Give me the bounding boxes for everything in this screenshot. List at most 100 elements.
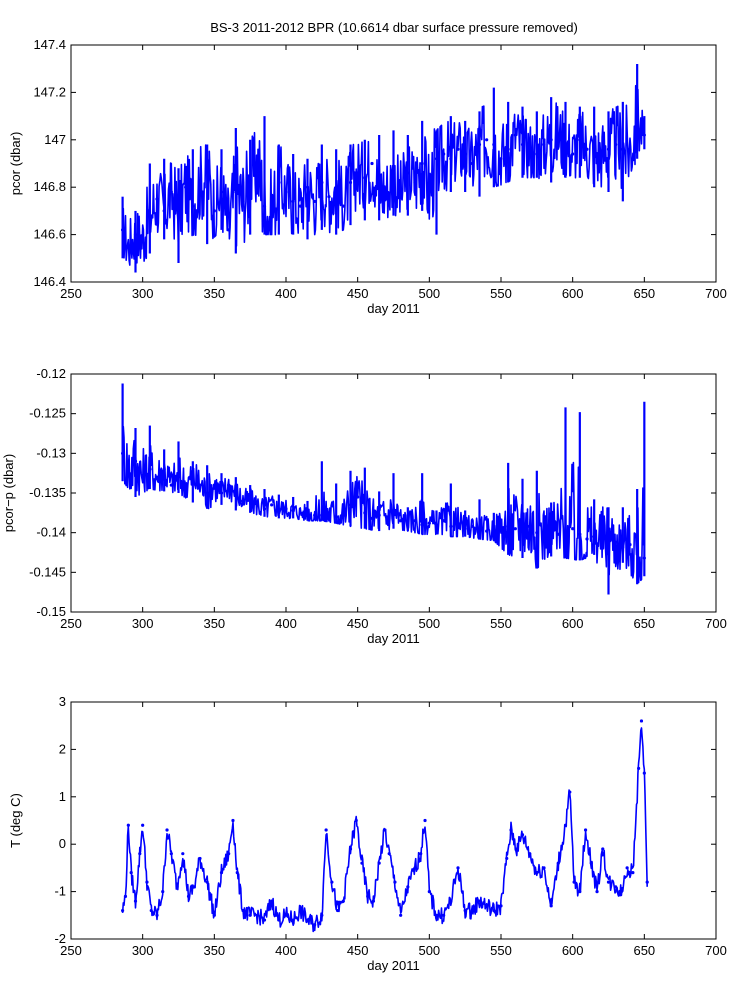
data-point [463, 908, 467, 913]
panel-temperature: 250 300 350 400 450 500 550 600 650 700 -2 -1 0 1 2 3 da… [8, 694, 727, 973]
data-point [320, 513, 324, 517]
data-point [639, 719, 644, 723]
data-point [635, 546, 639, 551]
data-point [556, 133, 560, 137]
data-point [255, 161, 259, 166]
data-point [191, 475, 195, 479]
data-point [121, 908, 125, 913]
data-point [578, 890, 582, 894]
data-point [255, 503, 259, 507]
data-point [427, 890, 431, 894]
data-point [219, 491, 224, 495]
data-point [601, 847, 605, 851]
data-point [298, 511, 302, 515]
x-tick-label: 400 [275, 943, 297, 958]
panel-pcor: 250 300 350 400 450 500 550 600 650 700 146.4 146.6… [8, 37, 727, 316]
data-point [162, 467, 166, 471]
y-tick-label: 146.8 [33, 179, 66, 194]
data-point [642, 771, 646, 775]
data-point [277, 918, 281, 922]
y-axis-label: T (deg C) [8, 793, 23, 848]
data-point [169, 483, 173, 487]
data-point [148, 214, 152, 218]
data-point [520, 833, 525, 837]
data-point [320, 180, 324, 185]
data-point [645, 880, 649, 884]
data-point [235, 871, 239, 875]
x-tick-label: 350 [203, 286, 225, 301]
data-point [520, 519, 525, 523]
data-point [241, 499, 245, 503]
data-point [556, 861, 560, 865]
data-point [141, 475, 145, 479]
data-point [606, 880, 611, 884]
data-point [391, 508, 396, 513]
data-point [413, 519, 417, 523]
data-point [334, 185, 338, 189]
x-axis-label: day 2011 [367, 958, 420, 973]
data-point [133, 459, 138, 463]
data-point [205, 880, 209, 884]
data-point [165, 828, 169, 832]
data-point [363, 176, 367, 180]
data-point [262, 507, 267, 511]
data-point [377, 513, 381, 517]
data-point [492, 529, 496, 533]
data-point [212, 483, 216, 487]
data-point [406, 885, 410, 889]
data-point [642, 133, 646, 137]
data-point [305, 185, 310, 189]
data-point [162, 209, 166, 213]
data-point [191, 204, 195, 208]
data-point [585, 537, 589, 541]
data-point [393, 880, 397, 884]
data-point [313, 923, 317, 927]
data-point [578, 138, 582, 142]
data-point [149, 908, 153, 913]
data-point [363, 511, 367, 515]
data-point [348, 503, 353, 507]
data-point [291, 508, 295, 513]
x-tick-label: 300 [132, 286, 154, 301]
data-point [123, 894, 128, 898]
data-point [621, 147, 625, 151]
data-point [155, 913, 159, 917]
panel-pcor-minus-p: 250 300 350 400 450 500 550 600 650 700 -0.15 -0.14… [1, 366, 727, 646]
data-point [121, 228, 125, 232]
data-point [356, 171, 360, 175]
data-point [499, 529, 503, 533]
data-point [419, 852, 423, 856]
data-point [234, 491, 238, 495]
data-point [298, 908, 302, 913]
data-point [549, 138, 553, 142]
data-point [614, 885, 618, 889]
data-point [477, 899, 482, 903]
x-tick-label: 450 [347, 286, 369, 301]
data-point [255, 913, 259, 917]
data-point [212, 209, 216, 213]
data-point [387, 852, 391, 856]
data-point [227, 483, 231, 487]
data-point [515, 847, 519, 851]
data-point [141, 823, 145, 827]
axes-box [70, 44, 717, 283]
x-tick-label: 300 [132, 616, 154, 631]
data-point [406, 171, 410, 175]
data-point [336, 908, 340, 913]
y-tick-label: 146.4 [33, 274, 66, 289]
data-point [262, 918, 267, 922]
data-point [356, 495, 360, 499]
data-point [324, 828, 328, 832]
data-point [348, 180, 353, 185]
data-point [572, 880, 576, 884]
data-point [348, 847, 353, 851]
data-point [619, 890, 624, 894]
data-point [391, 176, 396, 180]
data-point [176, 475, 181, 479]
data-point [628, 147, 632, 151]
data-point [313, 513, 317, 517]
data-point [456, 866, 460, 870]
data-point [241, 199, 245, 204]
y-tick-label: -0.13 [36, 445, 66, 460]
data-point [509, 828, 513, 832]
